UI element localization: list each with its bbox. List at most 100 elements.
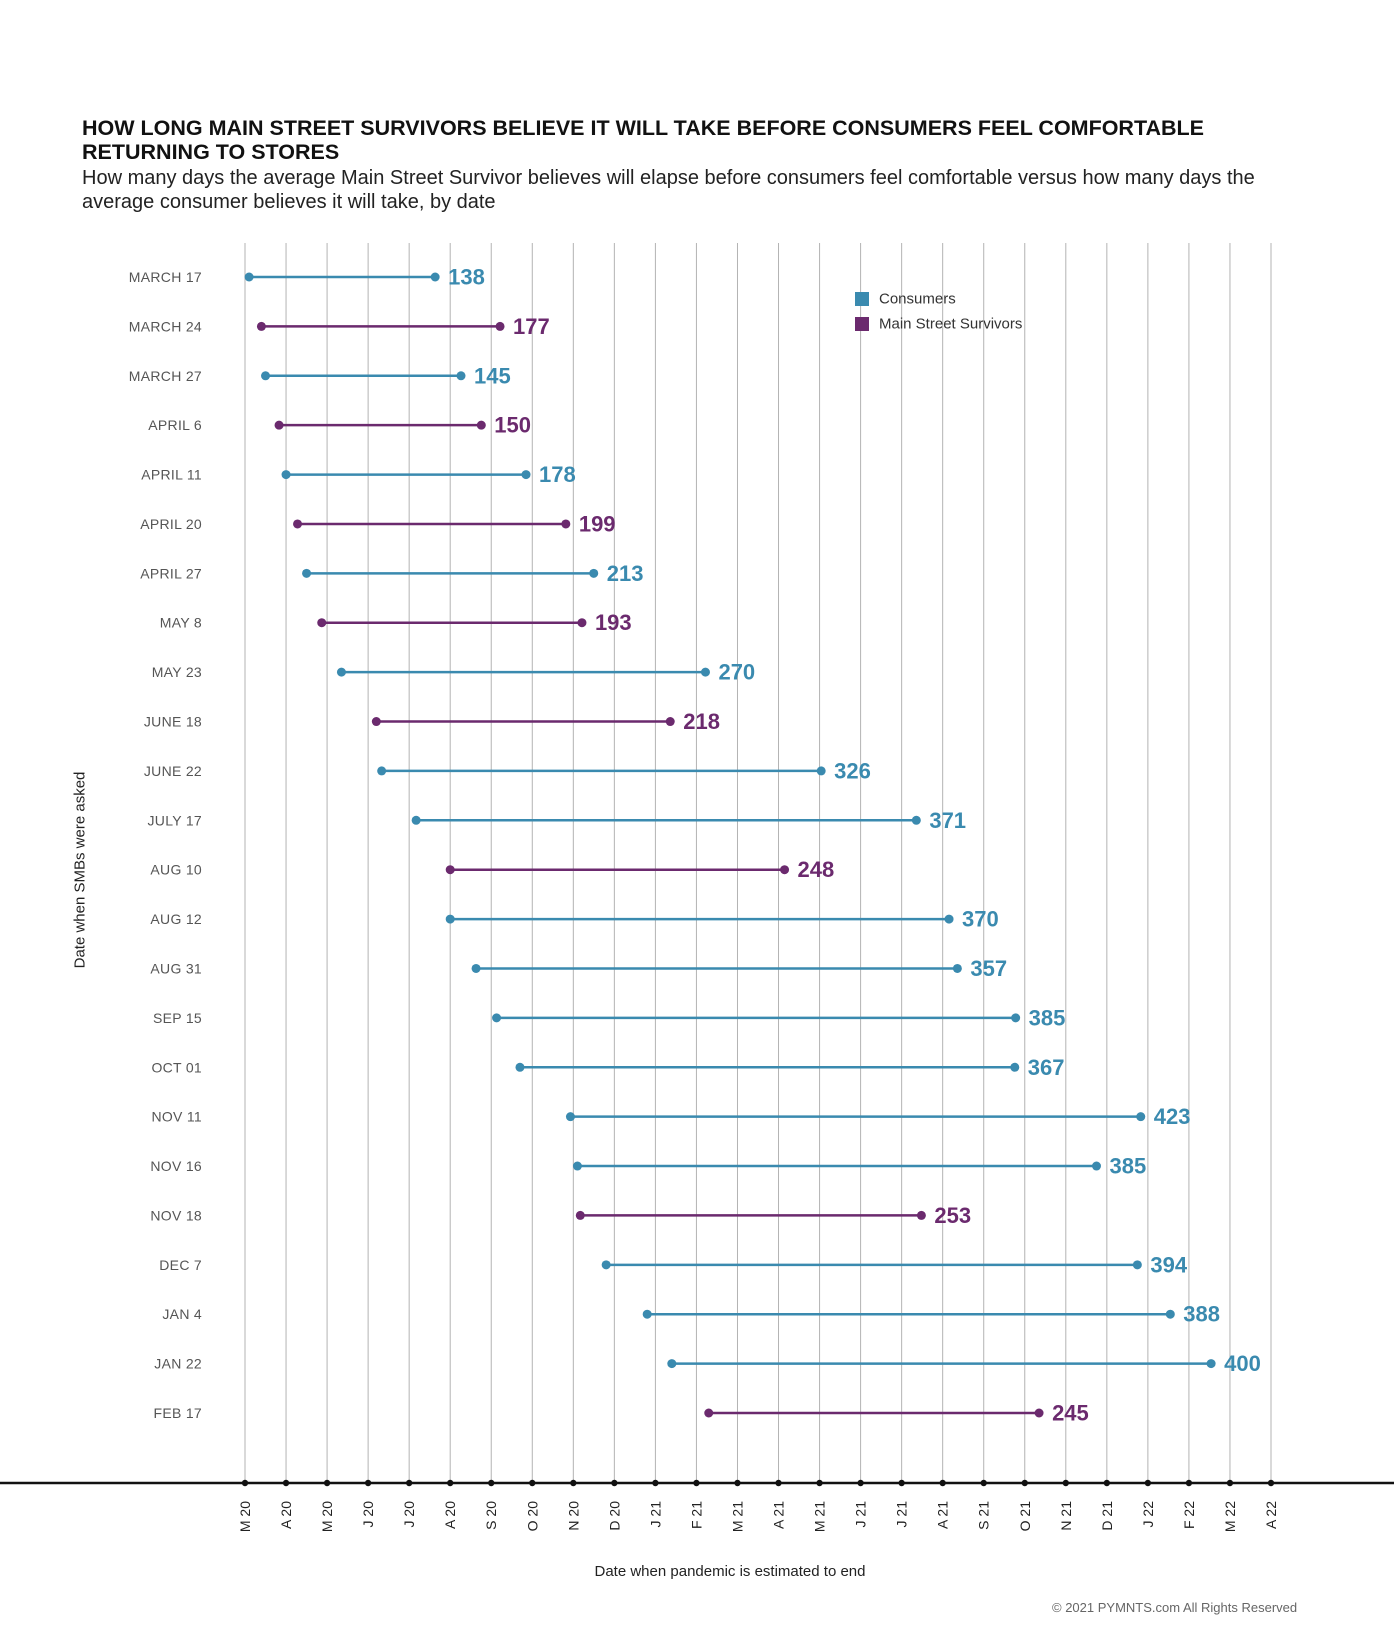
dumbbell-end-dot-3 [476,420,486,430]
x-tick-label-8: N 20 [565,1501,581,1531]
row-label-13: AUG 12 [150,911,202,927]
data-label-3: 150 [494,413,531,438]
chart-subtitle: How many days the average Main Street Su… [82,167,1255,213]
dumbbell-end-dot-5 [561,519,571,529]
x-tick-label-17: A 21 [935,1501,951,1529]
dumbbell-start-dot-20 [601,1260,611,1270]
row-label-18: NOV 16 [150,1158,202,1174]
dumbbell-end-dot-19 [916,1210,926,1220]
x-tick-label-4: J 20 [401,1501,417,1528]
legend-label-1: Main Street Survivors [879,316,1022,333]
dumbbell-start-dot-9 [371,717,381,727]
x-tick-label-15: J 21 [853,1501,869,1528]
dumbbell-start-dot-13 [445,914,455,924]
data-label-19: 253 [934,1203,971,1228]
dumbbell-end-dot-10 [816,766,826,776]
dumbbell-end-dot-23 [1034,1408,1044,1418]
row-label-20: DEC 7 [159,1257,202,1273]
row-label-5: APRIL 20 [140,516,202,532]
x-tick-label-7: O 20 [524,1501,540,1532]
data-label-4: 178 [539,462,576,487]
dumbbell-end-dot-6 [589,568,599,578]
data-label-9: 218 [683,709,720,734]
dumbbell-start-dot-18 [572,1161,582,1171]
dumbbell-start-dot-14 [471,963,481,973]
dumbbell-start-dot-10 [377,766,387,776]
row-label-17: NOV 11 [151,1109,202,1125]
row-label-12: AUG 10 [150,862,202,878]
dumbbell-end-dot-18 [1091,1161,1101,1171]
dumbbell-start-dot-7 [317,618,327,628]
dumbbell-start-dot-15 [492,1013,502,1023]
data-label-22: 400 [1224,1351,1261,1376]
dumbbell-start-dot-2 [261,371,271,381]
legend-label-0: Consumers [879,291,956,308]
row-label-4: APRIL 11 [141,467,202,483]
x-tick-label-14: M 21 [812,1501,828,1532]
dumbbell-start-dot-11 [411,815,421,825]
data-label-17: 423 [1154,1104,1191,1129]
data-label-5: 199 [579,511,616,536]
copyright-notice: © 2021 PYMNTS.com All Rights Reserved [1052,1600,1298,1615]
x-tick-label-18: S 21 [976,1501,992,1530]
row-label-21: JAN 4 [162,1306,202,1322]
row-label-0: MARCH 17 [129,269,202,285]
row-label-7: MAY 8 [160,615,202,631]
dumbbell-start-dot-3 [274,420,284,430]
dumbbell-start-dot-12 [445,865,455,875]
x-tick-label-11: F 21 [688,1501,704,1529]
x-tick-label-23: F 22 [1181,1501,1197,1529]
row-label-9: JUNE 18 [144,714,202,730]
dumbbell-end-dot-7 [577,618,587,628]
row-label-14: AUG 31 [150,960,202,976]
dumbbell-end-dot-22 [1206,1359,1216,1369]
dumbbell-end-dot-2 [456,371,466,381]
data-label-2: 145 [474,363,511,388]
data-label-1: 177 [513,314,550,339]
row-label-16: OCT 01 [151,1059,202,1075]
x-tick-label-13: A 21 [771,1501,787,1529]
dumbbell-end-dot-0 [430,272,440,282]
data-label-12: 248 [798,857,835,882]
row-label-15: SEP 15 [153,1010,202,1026]
x-tick-label-24: M 22 [1222,1501,1238,1532]
dumbbell-start-dot-17 [565,1112,575,1122]
x-axis-title: Date when pandemic is estimated to end [594,1563,866,1580]
x-tick-label-0: M 20 [237,1501,253,1532]
row-label-6: APRIL 27 [140,565,202,581]
dumbbell-end-dot-4 [521,470,531,480]
row-label-3: APRIL 6 [148,417,202,433]
data-label-8: 270 [718,660,755,685]
row-label-2: MARCH 27 [129,368,202,384]
x-tick-label-19: O 21 [1017,1501,1033,1532]
dumbbell-start-dot-4 [281,470,291,480]
chart-title: HOW LONG MAIN STREET SURVIVORS BELIEVE I… [82,116,1205,164]
row-label-1: MARCH 24 [129,318,202,334]
dumbbell-end-dot-21 [1165,1309,1175,1319]
y-axis-title: Date when SMBs were asked [71,771,89,969]
legend-swatch-1 [855,317,869,331]
dumbbell-start-dot-23 [704,1408,714,1418]
dumbbell-end-dot-13 [944,914,954,924]
x-tick-label-1: A 20 [278,1501,294,1529]
x-tick-label-20: N 21 [1058,1501,1074,1531]
dumbbell-start-dot-22 [667,1359,677,1369]
data-label-16: 367 [1028,1055,1065,1080]
dumbbell-end-dot-16 [1010,1062,1020,1072]
row-label-23: FEB 17 [154,1405,203,1421]
data-label-15: 385 [1029,1005,1066,1030]
dumbbell-end-dot-14 [952,963,962,973]
data-label-6: 213 [607,561,644,586]
dumbbell-start-dot-0 [244,272,254,282]
dumbbell-start-dot-5 [293,519,303,529]
row-label-22: JAN 22 [154,1356,202,1372]
dumbbell-start-dot-8 [336,667,346,677]
x-tick-label-2: M 20 [319,1501,335,1532]
dumbbell-end-dot-17 [1136,1112,1146,1122]
data-label-10: 326 [834,758,871,783]
x-tick-label-16: J 21 [894,1501,910,1528]
data-label-14: 357 [970,956,1007,981]
legend-swatch-0 [855,292,869,306]
x-tick-label-5: A 20 [442,1501,458,1529]
